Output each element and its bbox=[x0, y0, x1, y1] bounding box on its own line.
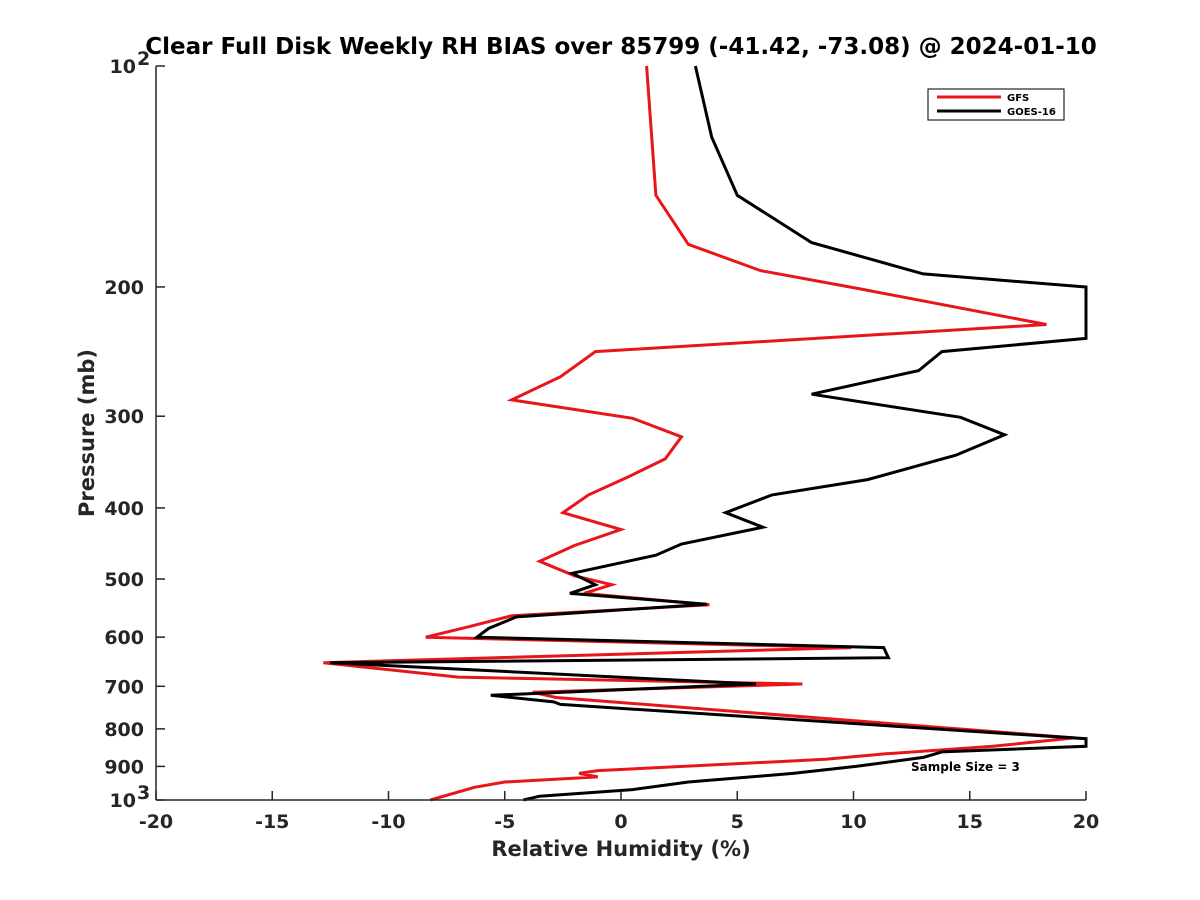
legend: GFS GOES-16 bbox=[927, 88, 1065, 121]
x-tick-labels: -20 -15 -10 -5 0 5 10 15 20 bbox=[139, 791, 1099, 833]
chart-title: Clear Full Disk Weekly RH BIAS over 8579… bbox=[145, 34, 1097, 60]
x-tick-label: -15 bbox=[255, 811, 289, 833]
y-tick-label: 500 bbox=[104, 569, 144, 591]
legend-label-gfs: GFS bbox=[1007, 93, 1029, 104]
x-tick-label: -10 bbox=[371, 811, 405, 833]
x-tick-label: 15 bbox=[957, 811, 983, 833]
x-tick-label: 20 bbox=[1073, 811, 1099, 833]
sample-size-annotation: Sample Size = 3 bbox=[911, 760, 1020, 774]
y-tick-label: 300 bbox=[104, 406, 144, 428]
y-tick-label: 10 bbox=[110, 56, 136, 78]
y-tick-label: 600 bbox=[104, 627, 144, 649]
series-line-goes16 bbox=[330, 65, 1088, 802]
y-axis-label: Pressure (mb) bbox=[75, 349, 99, 517]
x-tick-label: -20 bbox=[139, 811, 173, 833]
y-tick-exponent: 3 bbox=[137, 782, 150, 804]
y-tick-label: 10 bbox=[110, 790, 136, 812]
y-tick-label: 700 bbox=[104, 676, 144, 698]
y-tick-exponent: 2 bbox=[137, 48, 150, 70]
x-tick-label: -5 bbox=[494, 811, 515, 833]
x-tick-label: 0 bbox=[614, 811, 627, 833]
y-tick-label: 200 bbox=[104, 277, 144, 299]
y-tick-label: 400 bbox=[104, 498, 144, 520]
x-tick-label: 10 bbox=[840, 811, 866, 833]
legend-label-goes16: GOES-16 bbox=[1007, 107, 1056, 118]
y-tick-label: 800 bbox=[104, 719, 144, 741]
plot-area bbox=[323, 65, 1088, 802]
y-tick-label: 900 bbox=[104, 756, 144, 778]
x-tick-label: 5 bbox=[731, 811, 744, 833]
legend-box bbox=[927, 88, 1065, 121]
x-axis-label: Relative Humidity (%) bbox=[491, 837, 750, 861]
